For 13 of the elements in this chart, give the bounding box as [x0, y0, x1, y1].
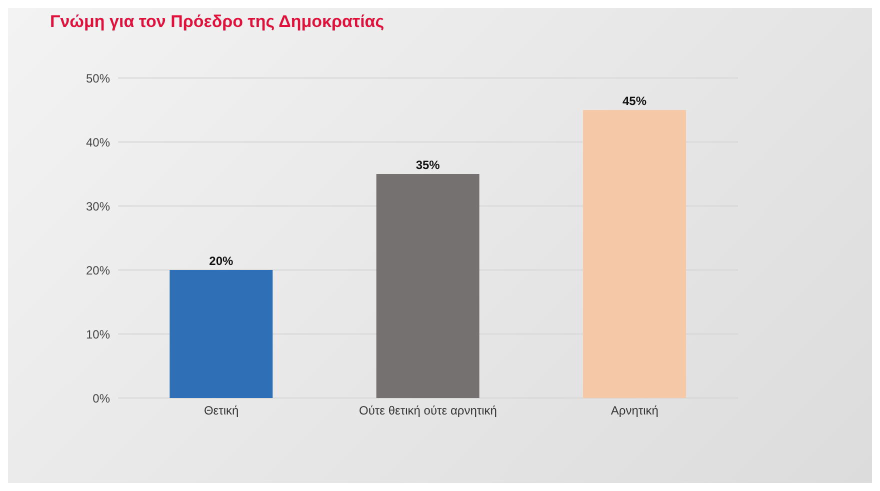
x-tick-label: Θετική: [204, 404, 239, 418]
y-tick-label: 10%: [86, 327, 110, 342]
y-tick-label: 40%: [86, 135, 110, 150]
data-label: 20%: [209, 254, 234, 268]
chart-title: Γνώμη για τον Πρόεδρο της Δημοκρατίας: [50, 12, 384, 32]
y-tick-label: 50%: [86, 71, 110, 86]
x-tick-label: Αρνητική: [610, 404, 658, 418]
y-tick-label: 0%: [92, 391, 110, 406]
y-tick-label: 20%: [86, 263, 110, 278]
y-tick-label: 30%: [86, 199, 110, 214]
x-tick-label: Ούτε θετική ούτε αρνητική: [359, 404, 497, 418]
data-label: 35%: [416, 158, 440, 172]
data-label: 45%: [622, 94, 647, 108]
